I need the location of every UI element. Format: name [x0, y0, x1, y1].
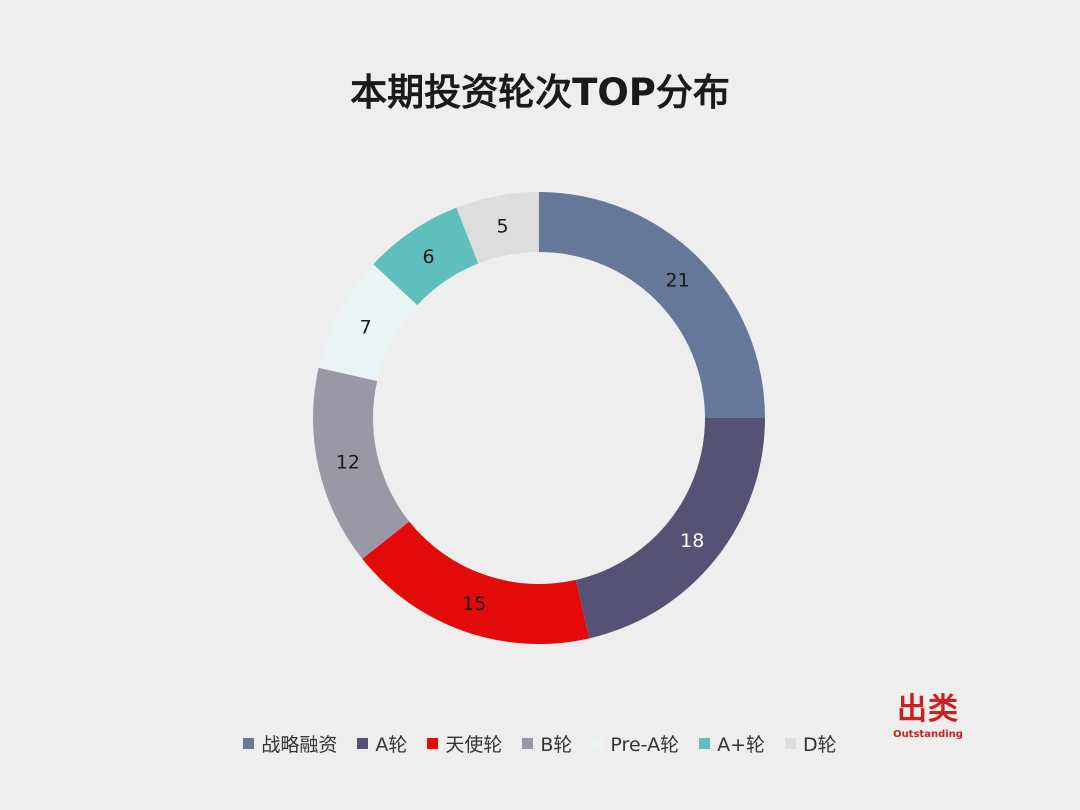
donut-slice-label-5: 7: [360, 316, 372, 338]
legend-item-4: B轮: [522, 730, 572, 757]
donut-slice-label-1: 21: [665, 269, 689, 291]
donut-slice-label-4: 12: [336, 452, 360, 474]
donut-slice-6: [373, 207, 479, 306]
donut-slice-1: [539, 192, 765, 418]
brand-logo: 出类 Outstanding: [878, 693, 978, 741]
legend-label-1: 战略融资: [261, 734, 338, 756]
donut-slice-5: [318, 264, 418, 382]
legend-label-3: 天使轮: [445, 734, 503, 756]
donut-slice-label-2: 18: [680, 530, 704, 552]
donut-slice-label-7: 5: [497, 215, 509, 237]
legend-label-7: D轮: [803, 734, 837, 756]
donut-chart: 21 18 15 12 7 6 5: [313, 192, 765, 644]
legend-swatch-2: [357, 738, 369, 749]
legend-swatch-7: [785, 738, 796, 749]
chart-title: 本期投资轮次TOP分布: [350, 71, 730, 114]
legend-item-6: A+轮: [699, 730, 765, 757]
donut-slice-2: [575, 418, 765, 639]
legend-swatch-4: [522, 738, 534, 749]
donut-slice-3: [362, 521, 590, 644]
legend-label-4: B轮: [540, 734, 573, 756]
donut-slice-label-6: 6: [423, 246, 435, 268]
legend-label-6: A+轮: [717, 734, 765, 756]
legend-item-2: A轮: [357, 730, 407, 757]
legend-item-5: Pre-A轮: [592, 730, 679, 757]
legend-swatch-1: [243, 738, 255, 749]
legend-swatch-6: [699, 738, 711, 749]
legend-swatch-3: [427, 738, 439, 749]
legend-item-1: 战略融资: [243, 730, 337, 757]
brand-logo-main: 出类: [897, 692, 959, 727]
legend-label-2: A轮: [375, 734, 408, 756]
chart-legend: 战略融资 A轮 天使轮 B轮 Pre-A轮 A+轮 D轮: [0, 730, 1080, 757]
donut-slice-4: [313, 367, 410, 559]
donut-slice-label-3: 15: [462, 593, 486, 615]
donut-slice-7: [456, 192, 539, 264]
legend-swatch-5: [592, 738, 604, 749]
legend-label-5: Pre-A轮: [610, 734, 680, 756]
legend-item-7: D轮: [785, 730, 837, 757]
brand-logo-subtitle: Outstanding: [893, 729, 963, 740]
legend-item-3: 天使轮: [427, 730, 502, 757]
